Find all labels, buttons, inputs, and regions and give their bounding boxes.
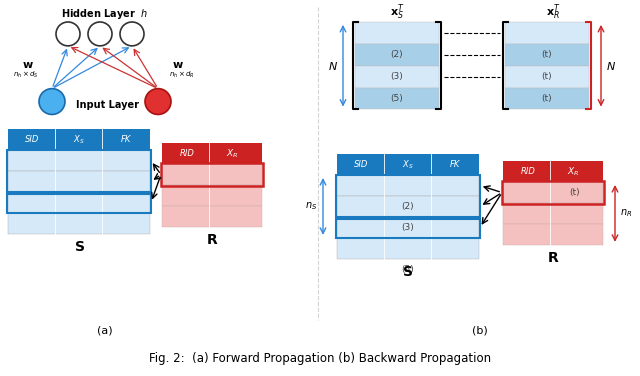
Text: $n_h\times d_R$: $n_h\times d_R$ xyxy=(169,70,195,80)
FancyBboxPatch shape xyxy=(162,185,262,206)
Circle shape xyxy=(56,22,80,46)
Circle shape xyxy=(120,22,144,46)
Text: $X_S$: $X_S$ xyxy=(73,133,85,146)
FancyBboxPatch shape xyxy=(8,129,150,150)
FancyBboxPatch shape xyxy=(505,88,589,109)
Text: (5): (5) xyxy=(390,94,403,103)
FancyBboxPatch shape xyxy=(337,175,479,196)
FancyBboxPatch shape xyxy=(503,182,603,203)
Text: Hidden Layer  $\mathit{h}$: Hidden Layer $\mathit{h}$ xyxy=(61,7,148,21)
Text: (t): (t) xyxy=(541,50,552,59)
Text: (2): (2) xyxy=(390,50,403,59)
FancyBboxPatch shape xyxy=(162,206,262,227)
FancyBboxPatch shape xyxy=(505,22,589,44)
FancyBboxPatch shape xyxy=(355,88,439,109)
Text: FK: FK xyxy=(450,160,460,169)
FancyBboxPatch shape xyxy=(337,217,479,238)
Text: FK: FK xyxy=(121,135,131,144)
Text: $X_R$: $X_R$ xyxy=(226,147,238,160)
FancyBboxPatch shape xyxy=(8,213,150,234)
FancyBboxPatch shape xyxy=(503,203,603,224)
Circle shape xyxy=(145,89,171,114)
FancyBboxPatch shape xyxy=(505,44,589,66)
FancyBboxPatch shape xyxy=(337,238,479,259)
Text: $N$: $N$ xyxy=(606,60,616,72)
Text: (2): (2) xyxy=(402,202,414,211)
FancyBboxPatch shape xyxy=(503,161,603,182)
Text: (5): (5) xyxy=(402,265,414,274)
FancyBboxPatch shape xyxy=(337,154,479,175)
Text: $n_R$: $n_R$ xyxy=(620,208,632,219)
Text: Input Layer: Input Layer xyxy=(77,100,140,109)
Text: (t): (t) xyxy=(570,188,580,197)
Text: $\mathbf{R}$: $\mathbf{R}$ xyxy=(547,251,559,265)
FancyBboxPatch shape xyxy=(162,143,262,164)
Text: $X_S$: $X_S$ xyxy=(402,158,414,171)
Text: RID: RID xyxy=(520,167,536,176)
Text: (t): (t) xyxy=(541,72,552,81)
Text: $\mathbf{S}$: $\mathbf{S}$ xyxy=(74,240,84,254)
Text: (3): (3) xyxy=(390,72,403,81)
Text: $\mathbf{S}$: $\mathbf{S}$ xyxy=(403,265,413,279)
Text: $\mathbf{R}$: $\mathbf{R}$ xyxy=(206,233,218,247)
FancyBboxPatch shape xyxy=(162,164,262,185)
Text: $\mathbf{x}_R^T$: $\mathbf{x}_R^T$ xyxy=(546,2,560,22)
Text: $n_h\times d_S$: $n_h\times d_S$ xyxy=(13,70,39,80)
Text: $\mathbf{w}$: $\mathbf{w}$ xyxy=(172,60,184,70)
FancyBboxPatch shape xyxy=(503,224,603,245)
Text: RID: RID xyxy=(180,149,195,158)
FancyBboxPatch shape xyxy=(355,22,439,44)
Text: SID: SID xyxy=(354,160,369,169)
FancyBboxPatch shape xyxy=(8,171,150,192)
Text: Fig. 2:  (a) Forward Propagation (b) Backward Propagation: Fig. 2: (a) Forward Propagation (b) Back… xyxy=(149,352,491,365)
Text: SID: SID xyxy=(25,135,39,144)
FancyBboxPatch shape xyxy=(8,150,150,171)
FancyBboxPatch shape xyxy=(355,44,439,66)
Text: $n_S$: $n_S$ xyxy=(305,200,317,212)
Text: (t): (t) xyxy=(541,94,552,103)
FancyBboxPatch shape xyxy=(355,66,439,88)
Text: $\mathbf{w}$: $\mathbf{w}$ xyxy=(22,60,34,70)
Text: (a): (a) xyxy=(97,325,113,335)
FancyBboxPatch shape xyxy=(337,196,479,217)
Text: (b): (b) xyxy=(472,325,488,335)
FancyBboxPatch shape xyxy=(8,192,150,213)
Text: $X_R$: $X_R$ xyxy=(567,165,579,178)
Text: (3): (3) xyxy=(402,223,414,232)
Circle shape xyxy=(88,22,112,46)
Text: $\mathbf{x}_S^T$: $\mathbf{x}_S^T$ xyxy=(390,2,404,22)
FancyBboxPatch shape xyxy=(505,66,589,88)
Circle shape xyxy=(39,89,65,114)
Text: $N$: $N$ xyxy=(328,60,338,72)
